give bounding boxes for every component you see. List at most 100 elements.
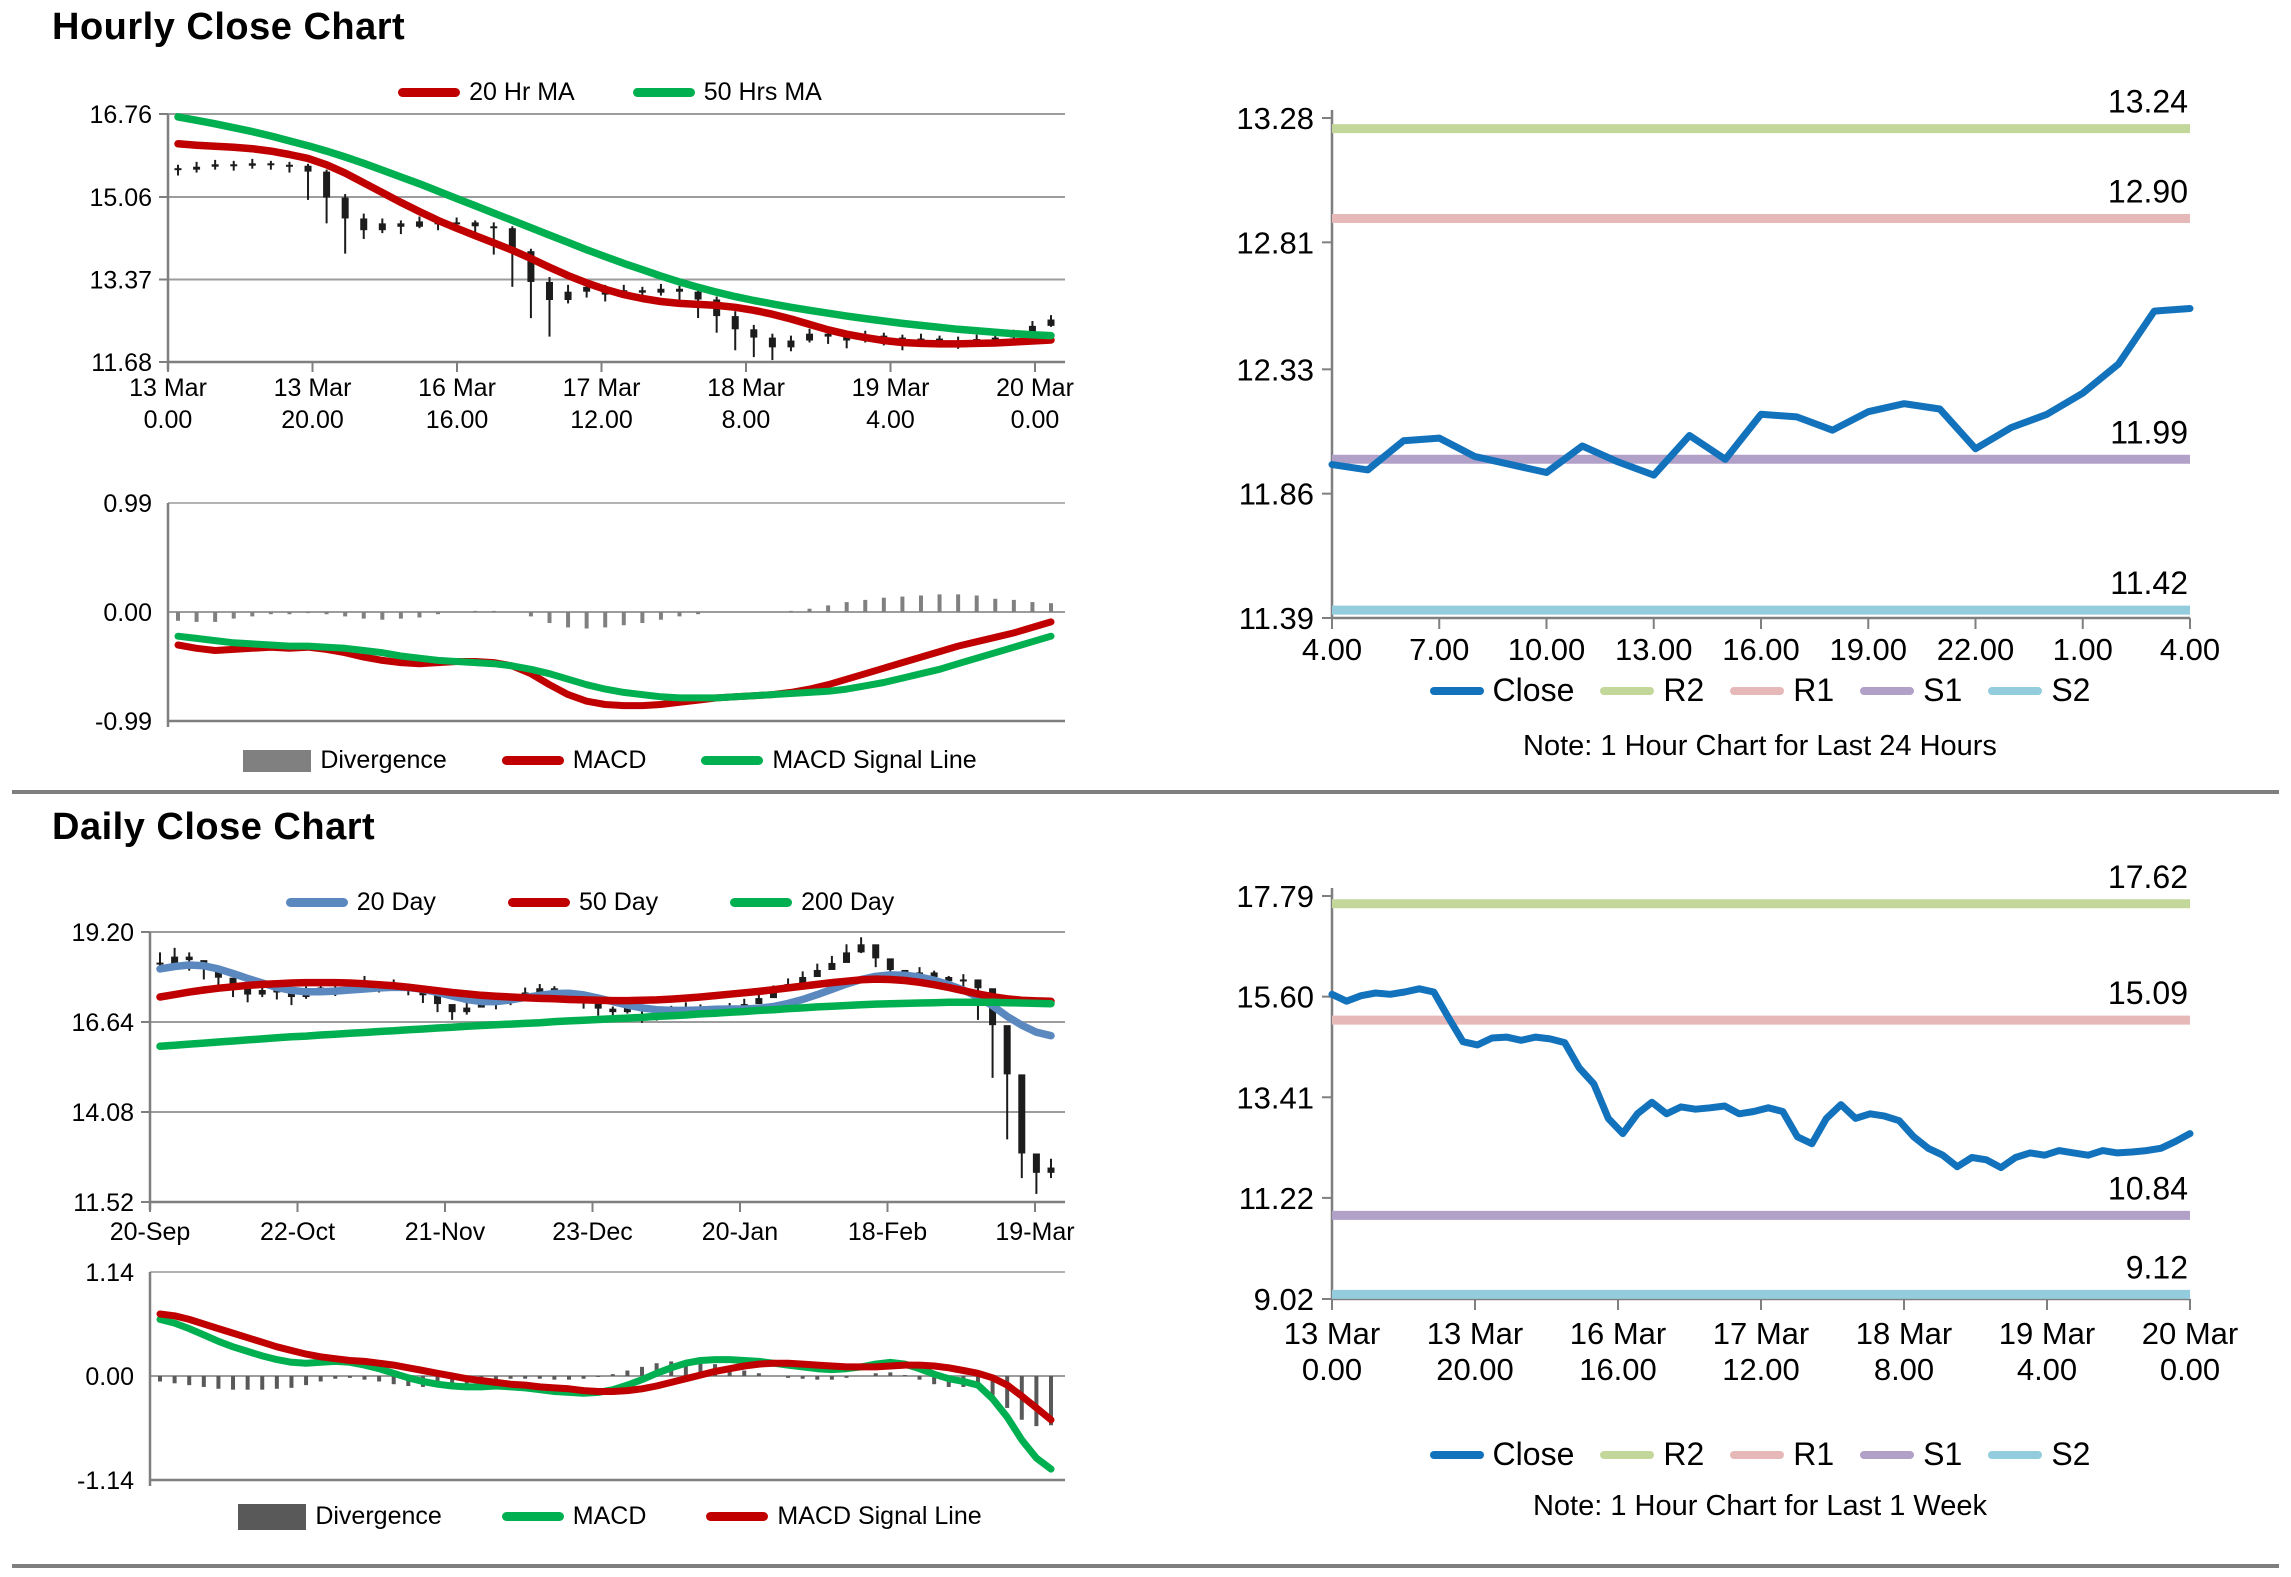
legend-label: MACD bbox=[572, 1502, 647, 1530]
tick-label: 16.00 bbox=[1579, 1352, 1657, 1387]
tick-label: 13.24 bbox=[2108, 84, 2188, 120]
legend-label: R2 bbox=[1663, 1436, 1705, 1472]
daily-price-ma-line bbox=[156, 975, 1055, 1006]
macd-signal-line-swatch bbox=[701, 756, 764, 765]
tick-label: 16 Mar bbox=[418, 374, 496, 402]
tick-label: 19.20 bbox=[71, 919, 134, 947]
weekly-pivot-level-lines: 17.62 15.09 10.84 9.12 bbox=[1332, 859, 2190, 1299]
daily-macd-line bbox=[156, 1310, 1055, 1424]
legend-label: S2 bbox=[2051, 1436, 2091, 1472]
tick-label: 11.86 bbox=[1239, 477, 1314, 512]
divergence-bar-swatch bbox=[238, 1503, 307, 1530]
legend-label: R1 bbox=[1793, 672, 1835, 708]
tick-label: 17 Mar bbox=[1713, 1316, 1809, 1351]
tick-label: 18-Feb bbox=[848, 1218, 927, 1246]
tick-label: 18 Mar bbox=[707, 374, 785, 402]
legend-item-r1: R1 bbox=[1730, 672, 1834, 709]
hourly-ma-legend: 20 Hr MA 50 Hrs MA bbox=[260, 78, 960, 107]
tick-label: 13.37 bbox=[89, 266, 152, 294]
legend-item-s1: S1 bbox=[1860, 672, 1962, 709]
legend-label: MACD Signal Line bbox=[772, 746, 977, 774]
legend-item-macd: MACD bbox=[501, 1502, 647, 1531]
tick-label: 4.00 bbox=[866, 406, 915, 434]
hourly-macd-legend: Divergence MACD MACD Signal Line bbox=[190, 746, 1030, 775]
legend-item-r1: R1 bbox=[1730, 1436, 1834, 1473]
hourly-pivot-y-labels: 13.28 12.81 12.33 11.86 11.39 bbox=[1236, 101, 1314, 636]
hourly-macd-y-labels: 0.99 0.00 -0.99 bbox=[95, 490, 152, 736]
macd-line-swatch bbox=[501, 756, 564, 765]
divergence-bar-swatch bbox=[243, 749, 312, 772]
tick-label: 17 Mar bbox=[563, 374, 641, 402]
legend-item-200day: 200 Day bbox=[730, 888, 894, 917]
tick-label: 20-Sep bbox=[110, 1218, 191, 1246]
r1-line-swatch bbox=[1730, 686, 1785, 695]
tick-label: 0.00 bbox=[85, 1363, 134, 1391]
tick-label: 0.00 bbox=[1011, 406, 1060, 434]
tick-label: 16 Mar bbox=[1570, 1316, 1666, 1351]
tick-label: 11.42 bbox=[2110, 565, 2188, 601]
tick-label: 19.00 bbox=[1829, 632, 1907, 667]
weekly-pivot-axes bbox=[1322, 888, 2190, 1301]
legend-label: MACD bbox=[572, 746, 647, 774]
hourly-macd-divergence-bars bbox=[176, 594, 1053, 629]
daily-price-ma-line bbox=[156, 998, 1055, 1051]
tick-label: 13 Mar bbox=[1427, 1316, 1523, 1351]
tick-label: 13 Mar bbox=[129, 374, 207, 402]
tick-label: 12.33 bbox=[1236, 352, 1314, 387]
tick-label: 7.00 bbox=[1409, 632, 1469, 667]
tick-label: 13.41 bbox=[1236, 1080, 1314, 1115]
daily-price-x-axis: 20-Sep 22-Oct 21-Nov 23-Dec 20-Jan 18-Feb 19-M… bbox=[110, 1202, 1075, 1246]
tick-label: 17.62 bbox=[2108, 859, 2188, 895]
tick-label: 8.00 bbox=[1874, 1352, 1934, 1387]
weekly-pivot-note: Note: 1 Hour Chart for Last 1 Week bbox=[1532, 1490, 1987, 1522]
ma20d-line-swatch bbox=[285, 898, 348, 907]
tick-label: 16.64 bbox=[71, 1009, 134, 1037]
tick-label: 4.00 bbox=[1302, 632, 1362, 667]
tick-label: 19 Mar bbox=[1999, 1316, 2095, 1351]
close-line-swatch bbox=[1429, 1450, 1484, 1459]
tick-label: 12.00 bbox=[1722, 1352, 1800, 1387]
legend-label: 20 Day bbox=[356, 888, 436, 916]
legend-label: 50 Hrs MA bbox=[703, 78, 822, 106]
legend-item-20day: 20 Day bbox=[285, 888, 436, 917]
daily-macd-grid bbox=[148, 1271, 1065, 1486]
tick-label: 8.00 bbox=[722, 406, 771, 434]
legend-item-macd: MACD bbox=[501, 746, 647, 775]
tick-label: 23-Dec bbox=[552, 1218, 633, 1246]
tick-label: 0.00 bbox=[2160, 1352, 2220, 1387]
tick-label: 10.00 bbox=[1508, 632, 1586, 667]
tick-label: 11.99 bbox=[2110, 414, 2188, 450]
hourly-price-grid bbox=[159, 113, 1065, 370]
tick-label: 13 Mar bbox=[274, 374, 352, 402]
tick-label: 12.90 bbox=[2108, 174, 2188, 210]
r2-line-swatch bbox=[1600, 1450, 1655, 1459]
tick-label: 20.00 bbox=[281, 406, 344, 434]
ma20h-line-swatch bbox=[398, 88, 461, 97]
s1-line-swatch bbox=[1860, 1450, 1915, 1459]
tick-label: 16.76 bbox=[89, 101, 152, 129]
legend-item-s2: S2 bbox=[1988, 1436, 2090, 1473]
tick-label: 15.09 bbox=[2108, 975, 2188, 1011]
tick-label: 19-Mar bbox=[995, 1218, 1074, 1246]
r2-line-swatch bbox=[1600, 686, 1655, 695]
hourly-price-ma-line bbox=[174, 140, 1055, 348]
hourly-pivot-legend: Close R2 R1 S1 S2 bbox=[1380, 672, 2140, 709]
daily-ma-legend: 20 Day 50 Day 200 Day bbox=[240, 888, 940, 917]
daily-price-y-labels: 19.20 16.64 14.08 11.52 bbox=[71, 919, 134, 1217]
daily-macd-legend: Divergence MACD MACD Signal Line bbox=[190, 1502, 1030, 1531]
legend-item-divergence: Divergence bbox=[238, 1502, 442, 1531]
hourly-pivot-level-lines: 13.24 12.90 11.99 11.42 bbox=[1332, 84, 2190, 615]
tick-label: 10.84 bbox=[2108, 1170, 2188, 1206]
legend-item-20hr-ma: 20 Hr MA bbox=[398, 78, 575, 107]
hourly-pivot-x-axis: 4.00 7.00 10.00 13.00 16.00 19.00 22.00 1.00 4.0… bbox=[1302, 618, 2220, 667]
legend-label: 200 Day bbox=[801, 888, 895, 916]
legend-item-macd-signal: MACD Signal Line bbox=[706, 1502, 982, 1531]
legend-label: MACD Signal Line bbox=[777, 1502, 982, 1530]
legend-label: R1 bbox=[1793, 1436, 1835, 1472]
legend-item-r2: R2 bbox=[1600, 672, 1704, 709]
tick-label: 11.68 bbox=[91, 349, 152, 377]
tick-label: 22-Oct bbox=[260, 1218, 335, 1246]
tick-label: 16.00 bbox=[1722, 632, 1800, 667]
